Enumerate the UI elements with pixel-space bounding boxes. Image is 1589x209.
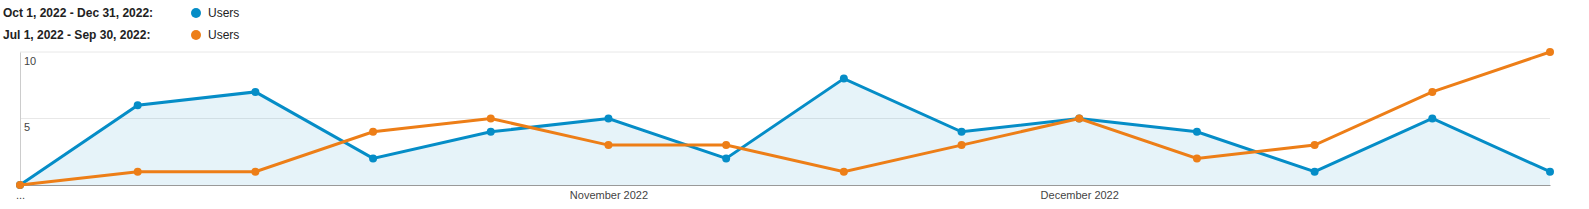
series-area [20, 79, 1550, 185]
series-line [20, 52, 1550, 185]
data-point[interactable] [1546, 168, 1554, 176]
y-tick: 10 [20, 53, 36, 67]
data-point[interactable] [251, 168, 259, 176]
legend: Oct 1, 2022 - Dec 31, 2022: Users Jul 1, 2… [3, 6, 239, 42]
x-axis-line [21, 185, 1551, 186]
y-tick: 5 [20, 119, 30, 133]
data-point[interactable] [251, 88, 259, 96]
data-point[interactable] [1075, 115, 1083, 123]
data-point[interactable] [487, 128, 495, 136]
y-axis-line [20, 53, 21, 186]
x-tick-label: ... [16, 189, 25, 201]
x-tick-label: November 2022 [570, 189, 648, 201]
data-point[interactable] [16, 181, 24, 189]
data-point[interactable] [840, 75, 848, 83]
legend-period: Oct 1, 2022 - Dec 31, 2022: [3, 6, 153, 20]
data-point[interactable] [958, 128, 966, 136]
grid-line [20, 52, 1550, 53]
legend-swatch [191, 30, 201, 40]
data-point[interactable] [1075, 115, 1083, 123]
data-point[interactable] [1546, 48, 1554, 56]
legend-label: Users [208, 28, 239, 42]
series-line [20, 79, 1550, 185]
y-tick-label: 10 [24, 55, 36, 67]
data-point[interactable] [1428, 115, 1436, 123]
data-point[interactable] [722, 154, 730, 162]
data-point[interactable] [840, 168, 848, 176]
legend-swatch [191, 8, 201, 18]
legend-label: Users [208, 6, 239, 20]
plot-area [16, 48, 1554, 189]
x-tick: December 2022 [1041, 185, 1119, 201]
data-point[interactable] [134, 168, 142, 176]
data-point[interactable] [369, 154, 377, 162]
data-point[interactable] [958, 141, 966, 149]
data-point[interactable] [1428, 88, 1436, 96]
data-point[interactable] [369, 128, 377, 136]
y-axis: 5 10 [20, 53, 36, 186]
data-point[interactable] [604, 115, 612, 123]
series-markers [16, 48, 1554, 189]
data-point[interactable] [1193, 154, 1201, 162]
data-point[interactable] [722, 141, 730, 149]
legend-period: Jul 1, 2022 - Sep 30, 2022: [3, 28, 150, 42]
data-point[interactable] [1311, 141, 1319, 149]
chart: 5 10... November 2022 December 2022 Oct 1, 2… [0, 0, 1589, 209]
x-axis: ... November 2022 December 2022 [16, 185, 1551, 201]
data-point[interactable] [16, 181, 24, 189]
x-tick-label: December 2022 [1041, 189, 1119, 201]
data-point[interactable] [134, 101, 142, 109]
data-point[interactable] [1311, 168, 1319, 176]
y-tick-label: 5 [24, 121, 30, 133]
data-point[interactable] [1193, 128, 1201, 136]
data-point[interactable] [604, 141, 612, 149]
data-point[interactable] [487, 115, 495, 123]
x-tick: November 2022 [570, 185, 648, 201]
